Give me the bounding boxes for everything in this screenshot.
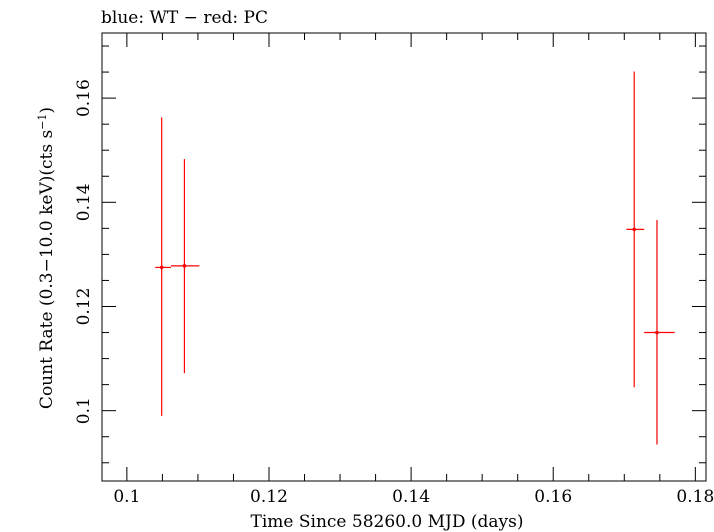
data-point xyxy=(626,71,645,388)
chart-title: blue: WT − red: PC xyxy=(101,8,268,28)
y-tick-label: 0.1 xyxy=(74,397,94,424)
y-axis-label-close: ) xyxy=(37,107,57,114)
x-axis-ticks xyxy=(126,33,696,481)
point-marker xyxy=(159,265,164,270)
data-point xyxy=(155,117,171,416)
x-tick-label: 0.1 xyxy=(113,487,140,507)
data-point xyxy=(644,220,675,445)
x-axis-tick-labels: 0.1 0.12 0.14 0.16 0.18 xyxy=(113,487,714,507)
data-series-pc xyxy=(155,71,675,445)
y-axis-ticks xyxy=(102,45,706,464)
x-tick-label: 0.12 xyxy=(250,487,288,507)
plot-frame xyxy=(101,32,707,482)
y-axis-label: Count Rate (0.3−10.0 keV)(cts s−1) xyxy=(36,107,57,409)
x-tick-label: 0.14 xyxy=(392,487,430,507)
y-tick-label: 0.14 xyxy=(74,183,94,221)
point-marker xyxy=(182,264,187,268)
y-axis-tick-labels: 0.1 0.12 0.14 0.16 xyxy=(74,79,94,424)
y-axis-label-main: Count Rate (0.3−10.0 keV)(cts s xyxy=(37,130,57,409)
x-tick-label: 0.16 xyxy=(534,487,572,507)
x-tick-label: 0.18 xyxy=(676,487,714,507)
x-axis-label: Time Since 58260.0 MJD (days) xyxy=(251,512,524,532)
data-point xyxy=(170,159,200,374)
point-marker xyxy=(655,330,659,335)
point-marker xyxy=(632,227,637,232)
y-axis-label-exponent: −1 xyxy=(36,114,49,130)
y-tick-label: 0.16 xyxy=(74,79,94,117)
y-tick-label: 0.12 xyxy=(74,288,94,326)
